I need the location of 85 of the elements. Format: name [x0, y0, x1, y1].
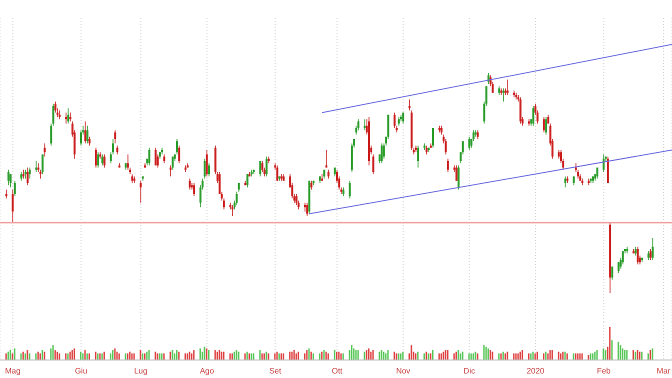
candlestick: [35, 160, 38, 172]
candlestick: [176, 138, 178, 155]
candlestick: [446, 158, 449, 172]
candlestick: [42, 154, 44, 175]
candlestick: [402, 112, 404, 124]
candlestick: [652, 238, 654, 260]
candlestick: [295, 194, 298, 206]
candlestick: [382, 142, 385, 160]
candlestick: [519, 96, 522, 124]
candlestick: [208, 162, 210, 177]
candlestick: [26, 167, 29, 186]
candlestick: [261, 160, 264, 172]
candlestick: [460, 152, 462, 164]
candlestick: [432, 128, 434, 148]
x-tick-label: Mar: [656, 366, 671, 376]
x-tick-label: 2020: [526, 366, 545, 376]
candlestick: [348, 180, 351, 199]
x-tick-label: Feb: [596, 366, 612, 376]
candlestick: [602, 154, 605, 172]
candlestick: [372, 154, 374, 175]
candlestick: [618, 262, 620, 274]
candlestick: [67, 108, 70, 124]
candlestick: [12, 189, 14, 223]
x-tick-label: Dic: [464, 366, 476, 376]
candlestick: [236, 191, 238, 206]
candlestick: [10, 174, 12, 188]
candlestick: [148, 147, 150, 166]
candlestick: [266, 156, 268, 177]
candlestick: [94, 147, 97, 168]
candlestick: [444, 138, 447, 155]
candlestick: [193, 182, 196, 197]
candlestick: [178, 145, 180, 164]
candlestick: [154, 147, 157, 166]
candlestick: [7, 169, 10, 186]
candlestick: [97, 152, 100, 168]
candlestick: [472, 130, 475, 142]
candlestick: [14, 180, 16, 197]
candlestick: [101, 154, 104, 166]
candlestick: [84, 120, 86, 144]
candlestick: [502, 88, 504, 102]
candlestick: [28, 167, 31, 179]
candlestick: [103, 154, 106, 168]
x-tick-label: Giu: [74, 366, 88, 376]
candlestick: [542, 116, 545, 133]
candlestick: [54, 101, 56, 113]
x-tick-label: Nov: [396, 366, 410, 376]
candlestick: [564, 176, 566, 188]
candlestick: [455, 164, 458, 182]
candlestick: [204, 158, 206, 179]
candlestick: [380, 142, 383, 164]
candlestick: [276, 164, 278, 182]
candlestick: [206, 150, 208, 177]
candlestick: [506, 79, 509, 96]
candlestick: [246, 174, 248, 188]
candlestick: [114, 130, 116, 144]
candlestick: [468, 136, 470, 150]
candlestick: [80, 130, 82, 146]
candlestick: [170, 164, 172, 177]
candlestick: [259, 160, 262, 177]
candlestick: [650, 248, 652, 260]
candlestick: [126, 154, 129, 170]
candlestick: [156, 154, 159, 168]
candlestick: [417, 145, 420, 168]
candlestick: [86, 125, 88, 144]
candlestick: [636, 246, 639, 265]
candlestick: [596, 167, 598, 179]
candlestick: [44, 142, 46, 157]
x-tick-label: Mag: [5, 366, 21, 376]
candlestick: [357, 118, 360, 131]
candlestick: [387, 114, 390, 140]
x-tick-label: Ott: [332, 366, 344, 376]
candlestick: [532, 106, 534, 126]
candlestick: [188, 178, 191, 190]
candlestick: [231, 204, 234, 216]
candlestick: [140, 180, 142, 204]
x-tick-label: Lug: [134, 366, 148, 376]
x-tick-label: Set: [269, 366, 282, 376]
candlestick: [306, 202, 308, 216]
x-tick-label: Ago: [200, 366, 215, 376]
candlestick: [172, 156, 174, 170]
candlestick: [622, 250, 624, 265]
candlestick: [458, 164, 460, 190]
candlestick: [611, 266, 614, 280]
candlestick: [545, 116, 548, 135]
candlestick: [394, 112, 396, 128]
